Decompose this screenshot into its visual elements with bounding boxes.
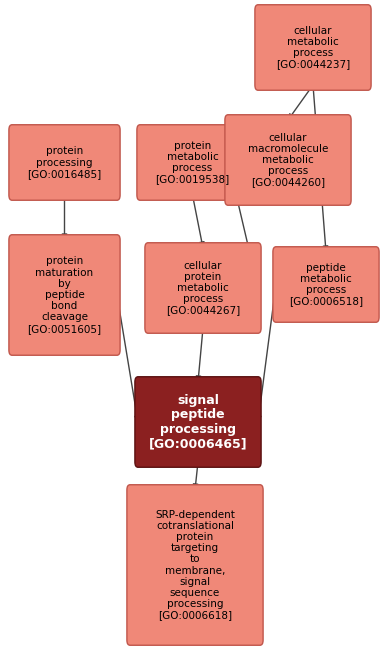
Text: cellular
metabolic
process
[GO:0044237]: cellular metabolic process [GO:0044237]	[276, 26, 350, 70]
FancyBboxPatch shape	[225, 115, 351, 205]
FancyBboxPatch shape	[145, 243, 261, 333]
FancyBboxPatch shape	[135, 377, 261, 467]
FancyBboxPatch shape	[137, 125, 248, 200]
Text: cellular
macromolecule
metabolic
process
[GO:0044260]: cellular macromolecule metabolic process…	[248, 133, 328, 188]
Text: protein
metabolic
process
[GO:0019538]: protein metabolic process [GO:0019538]	[155, 140, 229, 184]
Text: SRP-dependent
cotranslational
protein
targeting
to
membrane,
signal
sequence
pro: SRP-dependent cotranslational protein ta…	[155, 510, 235, 621]
Text: peptide
metabolic
process
[GO:0006518]: peptide metabolic process [GO:0006518]	[289, 262, 363, 306]
Text: signal
peptide
processing
[GO:0006465]: signal peptide processing [GO:0006465]	[149, 394, 247, 450]
FancyBboxPatch shape	[127, 485, 263, 646]
FancyBboxPatch shape	[273, 247, 379, 322]
Text: protein
processing
[GO:0016485]: protein processing [GO:0016485]	[27, 146, 102, 178]
FancyBboxPatch shape	[9, 235, 120, 356]
Text: cellular
protein
metabolic
process
[GO:0044267]: cellular protein metabolic process [GO:0…	[166, 260, 240, 316]
FancyBboxPatch shape	[255, 5, 371, 91]
Text: protein
maturation
by
peptide
bond
cleavage
[GO:0051605]: protein maturation by peptide bond cleav…	[27, 256, 101, 334]
FancyBboxPatch shape	[9, 125, 120, 200]
